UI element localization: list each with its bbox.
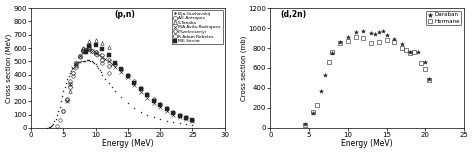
Text: (p,n): (p,n) [114,10,135,19]
Y-axis label: Cross section (mb): Cross section (mb) [240,35,247,101]
Text: (d,2n): (d,2n) [280,10,306,19]
Legend: B.Ja.Guzhovskij, A.E.Antropov, S.Tanaka, M.A.Avila-Rodriguez, F.Szelecsenyi, R.A: B.Ja.Guzhovskij, A.E.Antropov, S.Tanaka,… [172,10,222,44]
Legend: Daraban, Hermane: Daraban, Hermane [426,11,461,25]
Y-axis label: Cross section (MeV): Cross section (MeV) [6,33,12,103]
X-axis label: Energy (MeV): Energy (MeV) [341,139,393,148]
X-axis label: Energy (MeV): Energy (MeV) [102,139,154,148]
